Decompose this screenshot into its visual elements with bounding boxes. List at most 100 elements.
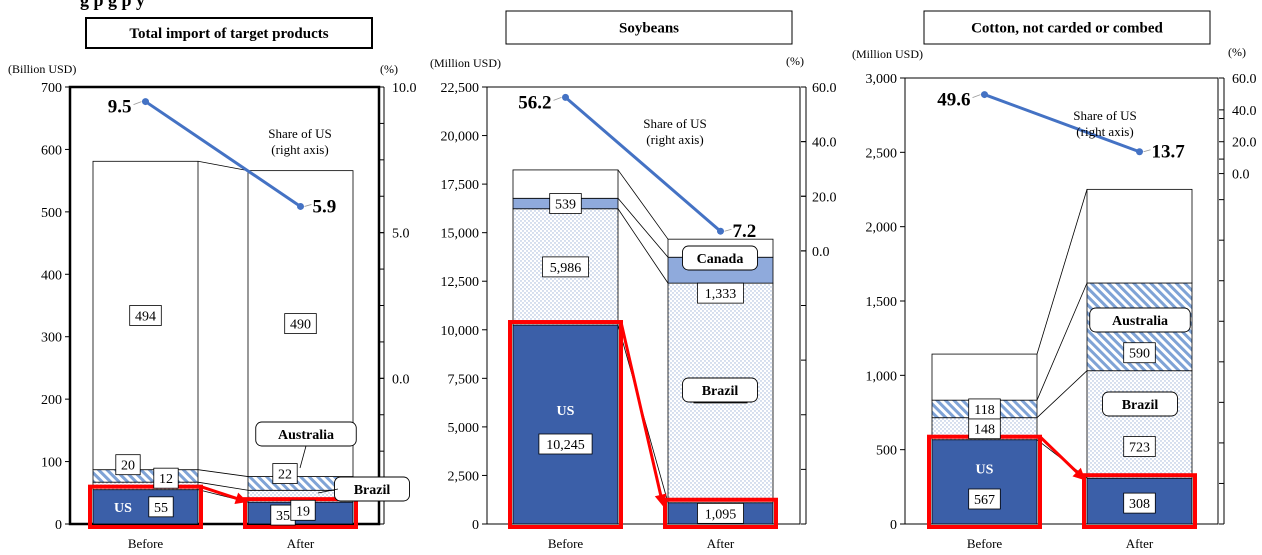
share-leader (724, 228, 732, 232)
share-leader (1143, 149, 1151, 153)
data-label-brazil: 148 (974, 423, 995, 438)
right-tick-label: 10.0 (392, 81, 417, 96)
left-tick-label: 200 (41, 393, 62, 408)
left-tick-label: 100 (41, 456, 62, 471)
data-label-us: 10,245 (546, 438, 585, 453)
share-leader (133, 101, 142, 105)
share-value-after: 13.7 (1152, 142, 1186, 163)
callout-canada-box (682, 245, 758, 271)
chart-title: Soybeans (619, 21, 679, 37)
left-tick-label: 15,000 (441, 227, 480, 242)
left-tick-label: 2,500 (448, 469, 480, 484)
left-tick-label: 22,500 (441, 81, 480, 96)
share-point (297, 202, 304, 210)
connector-line (617, 198, 669, 258)
data-label-canada: 1,333 (705, 287, 737, 302)
right-tick-label: 40.0 (1232, 104, 1257, 119)
right-tick-label: 60.0 (1232, 72, 1257, 87)
left-axis-unit: (Million USD) (852, 47, 923, 61)
panel-1: Total import of target products (Billion … (8, 17, 417, 551)
left-tick-label: 20,000 (441, 130, 480, 145)
category-label: Before (128, 536, 164, 550)
connector-line (197, 481, 249, 491)
data-label-canada-box (697, 282, 744, 304)
callout-australia: Australia (1112, 314, 1168, 329)
share-caption-line2: (right axis) (271, 142, 328, 157)
share-caption-line1: Share of US (643, 116, 707, 131)
connector-line (1036, 282, 1088, 401)
share-caption-line1: Share of US (1073, 108, 1137, 123)
left-tick-label: 17,500 (441, 178, 480, 193)
data-label-us: 1,095 (705, 507, 737, 522)
us-highlight-after (243, 497, 358, 529)
left-tick-label: 600 (41, 143, 62, 158)
chart-title-box (923, 10, 1211, 45)
left-axis-unit: (Million USD) (430, 56, 501, 70)
change-arrowhead (1072, 467, 1086, 481)
right-axis-unit: (%) (1228, 45, 1246, 59)
callout-brazil-box (334, 476, 410, 502)
us-highlight-after (663, 497, 778, 529)
category-label: After (1126, 536, 1154, 550)
us-highlight-before (88, 484, 203, 529)
bar-us-before (512, 324, 619, 525)
data-label-australia-box (272, 463, 298, 484)
data-label-brazil: 5,986 (550, 261, 582, 276)
left-tick-label: 0 (472, 518, 479, 533)
share-point (562, 93, 569, 101)
data-label-brazil: 12 (159, 472, 173, 487)
data-label-canada: 539 (555, 198, 576, 213)
data-label-us-box (968, 488, 1001, 510)
share-leader (972, 94, 981, 98)
data-label-other: 494 (135, 309, 156, 324)
change-arrowhead (654, 493, 667, 507)
data-label-canada-box (549, 193, 582, 214)
right-tick-label: 20.0 (812, 190, 837, 205)
right-axis-unit: (%) (786, 54, 804, 68)
change-arrow (200, 485, 243, 502)
bar-us-before (92, 489, 199, 525)
connector-line (197, 160, 249, 172)
data-label-us: 308 (1129, 497, 1150, 512)
panel-2: Soybeans (Million USD) (%) 0 2,500 5,000 7,500… (430, 10, 837, 551)
us-label: US (557, 404, 575, 419)
data-label-brazil-box (1123, 436, 1156, 457)
callout-australia: Australia (278, 428, 334, 443)
connector-line (617, 169, 669, 240)
change-arrow (1038, 435, 1083, 478)
data-label-australia-box (115, 454, 141, 476)
bar-other-before (931, 353, 1038, 401)
category-label: After (707, 536, 735, 550)
data-label-brazil-box (153, 467, 179, 489)
data-label-australia-box (968, 398, 1001, 420)
callout-leader (299, 445, 307, 469)
left-tick-label: 700 (41, 81, 62, 96)
category-label: After (287, 536, 315, 550)
chart-title-box (505, 10, 793, 45)
left-tick-label: 12,500 (441, 275, 480, 290)
connector-line (197, 469, 249, 477)
data-label-us-box (1123, 492, 1156, 514)
callout-australia-box (1089, 307, 1191, 333)
plot-frame (486, 86, 801, 525)
data-label-us: 35 (276, 509, 290, 524)
share-value-after: 7.2 (733, 221, 757, 242)
data-label-brazil-box (290, 499, 316, 521)
left-tick-label: 1,000 (866, 369, 898, 384)
callout-brazil: Brazil (354, 483, 391, 498)
data-label-us-box (148, 496, 174, 518)
share-value-before: 49.6 (937, 90, 970, 111)
share-leader (304, 204, 312, 207)
share-point (717, 227, 724, 235)
data-label-brazil: 723 (1129, 440, 1150, 455)
right-tick-label: 20.0 (1232, 136, 1257, 151)
share-caption-line2: (right axis) (646, 132, 703, 147)
left-tick-label: 5,000 (448, 421, 480, 436)
right-tick-label: 0.0 (1232, 168, 1250, 183)
share-value-after: 5.9 (313, 196, 337, 217)
callout-brazil: Brazil (702, 384, 739, 399)
data-label-other-box (129, 305, 162, 326)
right-tick-label: 60.0 (812, 81, 837, 96)
share-line (144, 100, 302, 208)
